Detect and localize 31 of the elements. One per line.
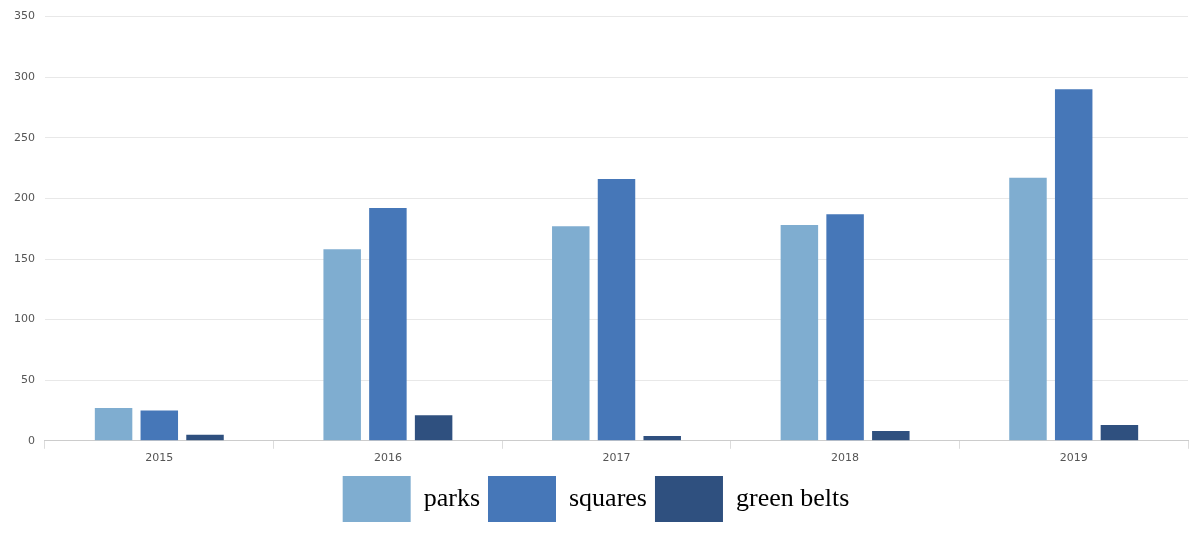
bar (826, 214, 864, 441)
y-tick-label: 300 (14, 70, 35, 84)
bar (323, 249, 361, 441)
bar (597, 179, 636, 441)
bar (1009, 177, 1047, 441)
x-tick-label: 2015 (145, 451, 174, 465)
bar (780, 225, 819, 441)
y-tick-label: 50 (21, 373, 35, 387)
bar (94, 408, 133, 441)
x-tick-label: 2017 (602, 451, 631, 465)
legend-label: squares (569, 482, 647, 512)
legend-label: parks (423, 482, 481, 512)
x-tick-label: 2016 (373, 451, 402, 465)
x-tick-label: 2018 (831, 451, 860, 465)
y-tick-label: 0 (28, 433, 35, 447)
bar (872, 431, 910, 441)
legend-label: green belts (735, 482, 850, 512)
bar (643, 435, 681, 441)
bar (1054, 89, 1093, 441)
y-tick-label: 250 (14, 130, 35, 144)
bar (414, 415, 453, 441)
y-tick-label: 100 (14, 312, 35, 326)
bar (140, 410, 179, 441)
y-tick-label: 350 (14, 9, 35, 23)
bar (186, 434, 224, 441)
bar (369, 208, 407, 441)
y-tick-label: 200 (14, 191, 35, 205)
y-tick-label: 150 (14, 251, 35, 265)
bar (1100, 425, 1139, 441)
x-tick-label: 2019 (1059, 451, 1088, 465)
bar (552, 226, 590, 441)
